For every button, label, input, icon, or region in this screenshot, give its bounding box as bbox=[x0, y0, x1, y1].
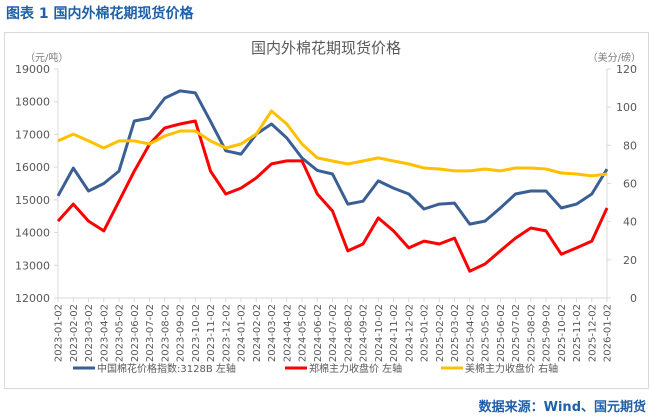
x-tick-label: 2025-04-02 bbox=[465, 304, 476, 362]
right-axis-unit: （美分/磅） bbox=[588, 51, 641, 64]
left-tick-label: 12000 bbox=[15, 292, 50, 305]
x-tick-label: 2024-02-02 bbox=[252, 304, 263, 362]
x-tick-label: 2024-06-02 bbox=[313, 304, 324, 362]
legend-label-2: 郑棉主力收盘价 左轴 bbox=[309, 362, 402, 375]
x-tick-label: 2023-04-02 bbox=[99, 304, 110, 362]
x-tick-label: 2025-03-02 bbox=[450, 304, 461, 362]
x-tick-label: 2024-01-02 bbox=[237, 304, 248, 362]
x-tick-label: 2025-11-02 bbox=[572, 304, 583, 362]
x-tick-label: 2025-02-02 bbox=[435, 304, 446, 362]
x-tick-label: 2023-10-02 bbox=[191, 304, 202, 362]
x-tick-label: 2024-07-02 bbox=[328, 304, 339, 362]
right-tick-label: 60 bbox=[623, 178, 637, 191]
x-tick-label: 2023-03-02 bbox=[84, 304, 95, 362]
x-tick-label: 2025-06-02 bbox=[496, 304, 507, 362]
left-tick-label: 19000 bbox=[15, 63, 50, 76]
x-tick-label: 2023-11-02 bbox=[206, 304, 217, 362]
x-tick-label: 2024-11-02 bbox=[389, 304, 400, 362]
x-tick-label: 2024-03-02 bbox=[267, 304, 278, 362]
x-tick-label: 2025-10-02 bbox=[557, 304, 568, 362]
x-tick-label: 2023-08-02 bbox=[160, 304, 171, 362]
right-tick-label: 100 bbox=[616, 101, 637, 114]
x-tick-label: 2023-12-02 bbox=[221, 304, 232, 362]
x-tick-label: 2023-01-02 bbox=[54, 304, 65, 362]
x-tick-label: 2024-09-02 bbox=[359, 304, 370, 362]
x-tick-label: 2026-01-02 bbox=[603, 304, 614, 362]
left-tick-label: 15000 bbox=[15, 194, 50, 207]
line-chart: 国内外棉花期现货价格 （元/吨） （美分/磅） 12000 13000 14000 1500… bbox=[15, 39, 641, 375]
x-tick-label: 2025-09-02 bbox=[542, 304, 553, 362]
left-tick-label: 17000 bbox=[15, 128, 50, 141]
data-source: 数据来源：Wind、国元期货 bbox=[478, 400, 646, 415]
x-tick-label: 2024-08-02 bbox=[343, 304, 354, 362]
left-tick-label: 16000 bbox=[15, 161, 50, 174]
x-tick-label: 2023-05-02 bbox=[115, 304, 126, 362]
x-tick-label: 2025-01-02 bbox=[420, 304, 431, 362]
left-axis-unit: （元/吨） bbox=[25, 51, 68, 64]
x-tick-label: 2024-10-02 bbox=[374, 304, 385, 362]
x-tick-label: 2025-07-02 bbox=[511, 304, 522, 362]
x-tick-label: 2023-06-02 bbox=[130, 304, 141, 362]
figure-title: 图表 1 国内外棉花期现货价格 bbox=[6, 6, 194, 22]
legend-label-3: 美棉主力收盘价 右轴 bbox=[465, 362, 558, 375]
legend-label-1: 中国棉花价格指数:3128B 左轴 bbox=[97, 362, 236, 375]
x-tick-label: 2023-02-02 bbox=[69, 304, 80, 362]
series-line-1 bbox=[56, 89, 609, 226]
right-tick-label: 40 bbox=[623, 216, 637, 229]
x-tick-label: 2025-12-02 bbox=[587, 304, 598, 362]
left-tick-label: 18000 bbox=[15, 96, 50, 109]
x-tick-label: 2023-09-02 bbox=[176, 304, 187, 362]
x-tick-label: 2024-04-02 bbox=[282, 304, 293, 362]
x-tick-label: 2024-05-02 bbox=[298, 304, 309, 362]
x-tick-label: 2023-07-02 bbox=[145, 304, 156, 362]
left-tick-label: 14000 bbox=[15, 227, 50, 240]
x-tick-label: 2025-05-02 bbox=[481, 304, 492, 362]
right-tick-label: 120 bbox=[616, 63, 637, 76]
chart-container: 国内外棉花期现货价格 （元/吨） （美分/磅） 12000 13000 14000 1500… bbox=[4, 32, 649, 389]
right-tick-label: 80 bbox=[623, 139, 637, 152]
left-tick-label: 13000 bbox=[15, 259, 50, 272]
right-tick-label: 20 bbox=[623, 254, 637, 267]
x-tick-label: 2024-12-02 bbox=[404, 304, 415, 362]
right-tick-label: 0 bbox=[630, 292, 637, 305]
chart-title: 国内外棉花期现货价格 bbox=[251, 39, 401, 57]
x-tick-label: 2025-08-02 bbox=[526, 304, 537, 362]
